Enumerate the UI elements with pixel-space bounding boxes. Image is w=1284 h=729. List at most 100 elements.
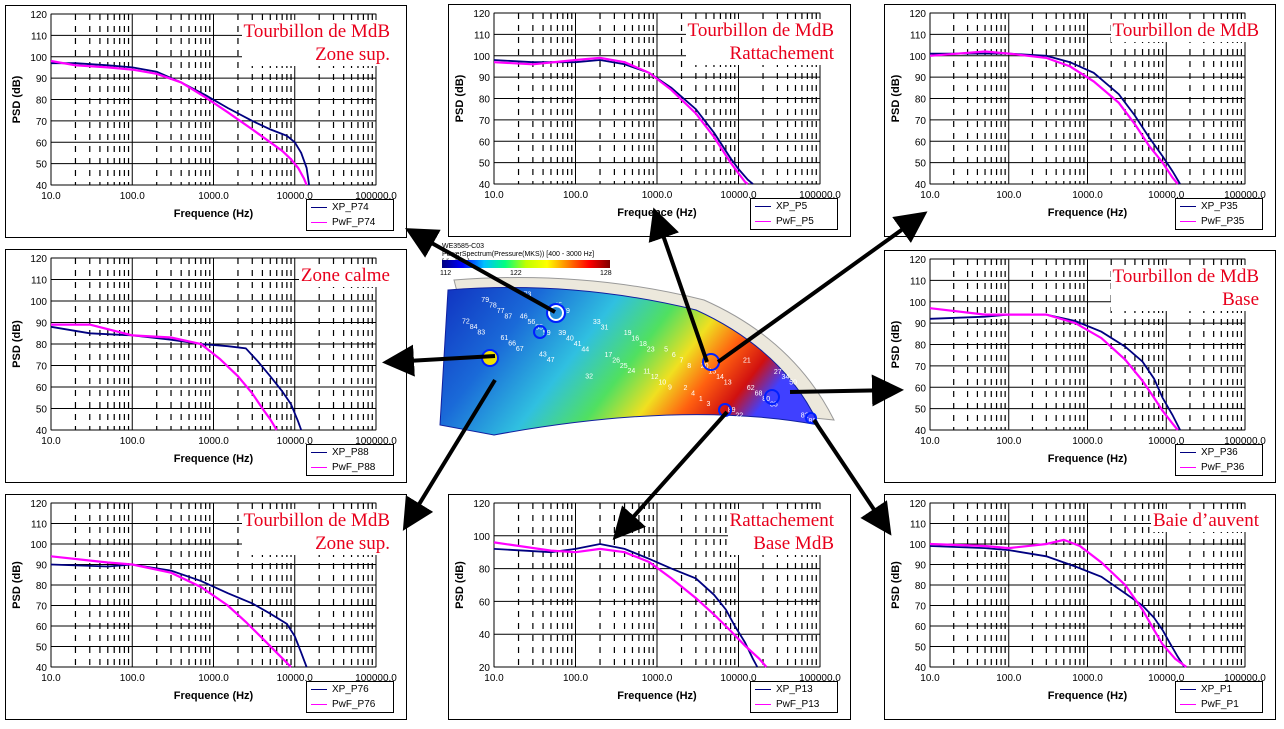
chart-title: Tourbillon de MdB Rattachement [685,19,836,65]
y-tick-label: 100 [909,540,926,551]
probe-label: 55 [535,324,543,331]
chart-legend: XP_P88 PwF_P88 [306,444,394,476]
x-tick-label: 100.0 [996,673,1021,684]
probe-label: 22 [735,412,743,419]
y-tick-label: 80 [479,95,491,106]
legend-label: PwF_P76 [332,699,376,710]
y-tick-label: 40 [36,663,48,674]
legend-label: PwF_P5 [776,216,814,227]
y-tick-label: 90 [36,74,48,85]
pressure-map: 8683847287777879736766615955564649454743… [435,275,835,436]
chart-panel-p88: 40 50 60 70 80 90 100 110 120 10.0 100.0 1000.0 1000… [5,249,407,483]
probe-label: 68 [755,391,763,398]
y-tick-label: 70 [915,362,927,373]
y-tick-label: 90 [479,73,491,84]
y-tick-label: 110 [31,31,47,42]
probe-label: 21 [743,358,751,365]
colorbar-max-label: 128 [600,270,612,277]
y-tick-label: 120 [909,9,926,20]
x-tick-label: 10000.0 [277,673,314,684]
legend-swatch [755,221,771,222]
chart-title: Tourbillon de MdB [1110,19,1261,42]
y-tick-label: 50 [915,405,927,416]
series-line-XP_P5 [493,59,754,185]
x-tick-label: 100000.0 [355,436,397,447]
legend-entry: XP_P5 [751,199,837,214]
x-tick-label: 10.0 [41,673,61,684]
x-tick-label: 100.0 [996,190,1021,201]
x-tick-label: 10000.0 [277,191,314,202]
legend-swatch [311,689,327,690]
probe-label: 49 [562,308,570,315]
legend-label: PwF_P36 [1201,462,1245,473]
probe-label: 12 [651,374,659,381]
series-line-PwF_P76 [50,555,292,668]
probe-label: 31 [601,325,609,332]
y-tick-label: 80 [915,581,927,592]
chart-legend: XP_P13 PwF_P13 [750,681,838,713]
probe-label: 11 [643,368,650,375]
probe-label: 84 [470,324,478,331]
probe-label: 86 [435,275,443,282]
series-line-XP_P1 [929,545,1186,668]
probe-label: 2 [683,385,687,392]
chart-legend: XP_P74 PwF_P74 [306,199,394,231]
y-axis-label: PSD (dB) [11,561,23,609]
probe-label: 78 [489,302,497,309]
y-tick-label: 60 [915,137,927,148]
legend-entry: XP_P13 [751,682,837,697]
probe-label: 61 [501,335,509,342]
chart-panel-p36: 40 50 60 70 80 90 100 110 120 10.0 100.0 1000.0 1000… [884,250,1276,483]
probe-label: 17 [605,352,613,359]
probe-label: 7 [680,358,684,365]
legend-swatch [755,689,771,690]
probe-label: 72 [462,319,470,326]
y-tick-label: 80 [915,95,927,106]
x-tick-label: 100000.0 [355,191,397,202]
y-tick-label: 40 [479,630,491,641]
legend-entry: PwF_P88 [307,460,393,475]
legend-swatch [311,452,327,453]
chart-panel-p76: 40 50 60 70 80 90 100 110 120 10.0 100.0 1000.0 1000… [5,494,407,720]
x-tick-label: 10000.0 [1148,673,1185,684]
x-tick-label: 10000.0 [1148,436,1185,447]
y-tick-label: 50 [36,643,48,654]
legend-label: PwF_P35 [1201,216,1245,227]
y-tick-label: 70 [915,602,927,613]
y-tick-label: 60 [36,622,48,633]
y-tick-label: 120 [30,10,47,21]
probe-label: 41 [574,341,582,348]
series-line-PwF_P13 [493,541,768,668]
legend-swatch [755,206,771,207]
x-axis-label: Frequence (Hz) [1048,453,1128,465]
legend-label: XP_P35 [1201,201,1238,212]
probe-label: 26 [612,357,620,364]
legend-label: XP_P13 [776,684,813,695]
y-tick-label: 60 [915,622,927,633]
y-tick-label: 80 [36,96,48,107]
y-tick-label: 40 [36,181,48,192]
y-tick-label: 100 [909,52,926,63]
probe-circle [533,325,547,339]
y-tick-label: 100 [30,540,47,551]
x-tick-label: 10.0 [41,436,61,447]
x-tick-label: 100000.0 [355,673,397,684]
chart-title: Zone calme [298,264,392,287]
probe-label: 67 [516,346,524,353]
chart-panel-p13: 20 40 60 80 100 120 10.0 100.0 1000.0 10000.0 1000… [448,494,851,720]
probe-label: 25 [620,363,628,370]
probe-label: 40 [566,335,574,342]
legend-swatch [311,207,327,208]
probe-label: 50 [789,380,797,387]
y-tick-label: 110 [910,30,926,41]
y-tick-label: 50 [36,160,48,171]
probe-label: 90 [766,423,774,430]
x-tick-label: 100.0 [563,673,588,684]
probe-label: 77 [497,308,505,315]
legend-label: XP_P36 [1201,447,1238,458]
legend-entry: PwF_P36 [1176,460,1262,475]
chart-title: Rattachement Base MdB [727,509,836,555]
probe-label: 85 [770,401,778,408]
probe-label: 47 [547,357,555,364]
legend-entry: XP_P74 [307,200,393,215]
